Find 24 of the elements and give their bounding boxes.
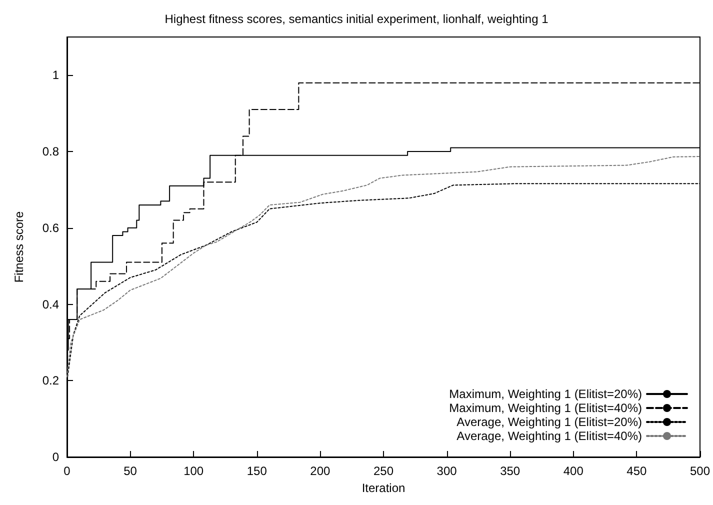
legend-label: Maximum, Weighting 1 (Elitist=20%) [449, 387, 642, 401]
x-tick-label: 300 [436, 464, 458, 478]
y-tick-label: 0.8 [42, 144, 60, 159]
y-axis-title: Fitness score [12, 211, 26, 283]
x-tick-label: 500 [690, 464, 710, 478]
x-tick-label: 450 [626, 464, 648, 478]
x-tick-label: 250 [373, 464, 394, 478]
x-tick-label: 350 [500, 464, 520, 478]
y-tick-label: 0 [52, 450, 60, 464]
x-tick-label: 200 [310, 464, 331, 478]
y-tick-label: 0.4 [42, 297, 60, 312]
x-tick-label: 150 [246, 464, 268, 478]
x-tick-label: 100 [184, 464, 204, 478]
legend-label: Average, Weighting 1 (Elitist=40%) [456, 429, 642, 443]
legend-label: Average, Weighting 1 (Elitist=20%) [456, 415, 642, 429]
x-tick-label: 0 [64, 464, 71, 478]
chart-title: Highest fitness scores, semantics initial experiment, lionhalf, weighting 1 [164, 12, 549, 26]
y-tick-label: 0.2 [42, 374, 60, 388]
legend-label: Maximum, Weighting 1 (Elitist=40%) [449, 401, 642, 415]
y-tick-label: 0.6 [42, 220, 60, 235]
x-tick-label: 400 [563, 464, 584, 478]
x-axis-title: Iteration [362, 480, 406, 495]
y-tick-label: 1 [52, 68, 60, 82]
x-tick-label: 50 [124, 464, 138, 478]
